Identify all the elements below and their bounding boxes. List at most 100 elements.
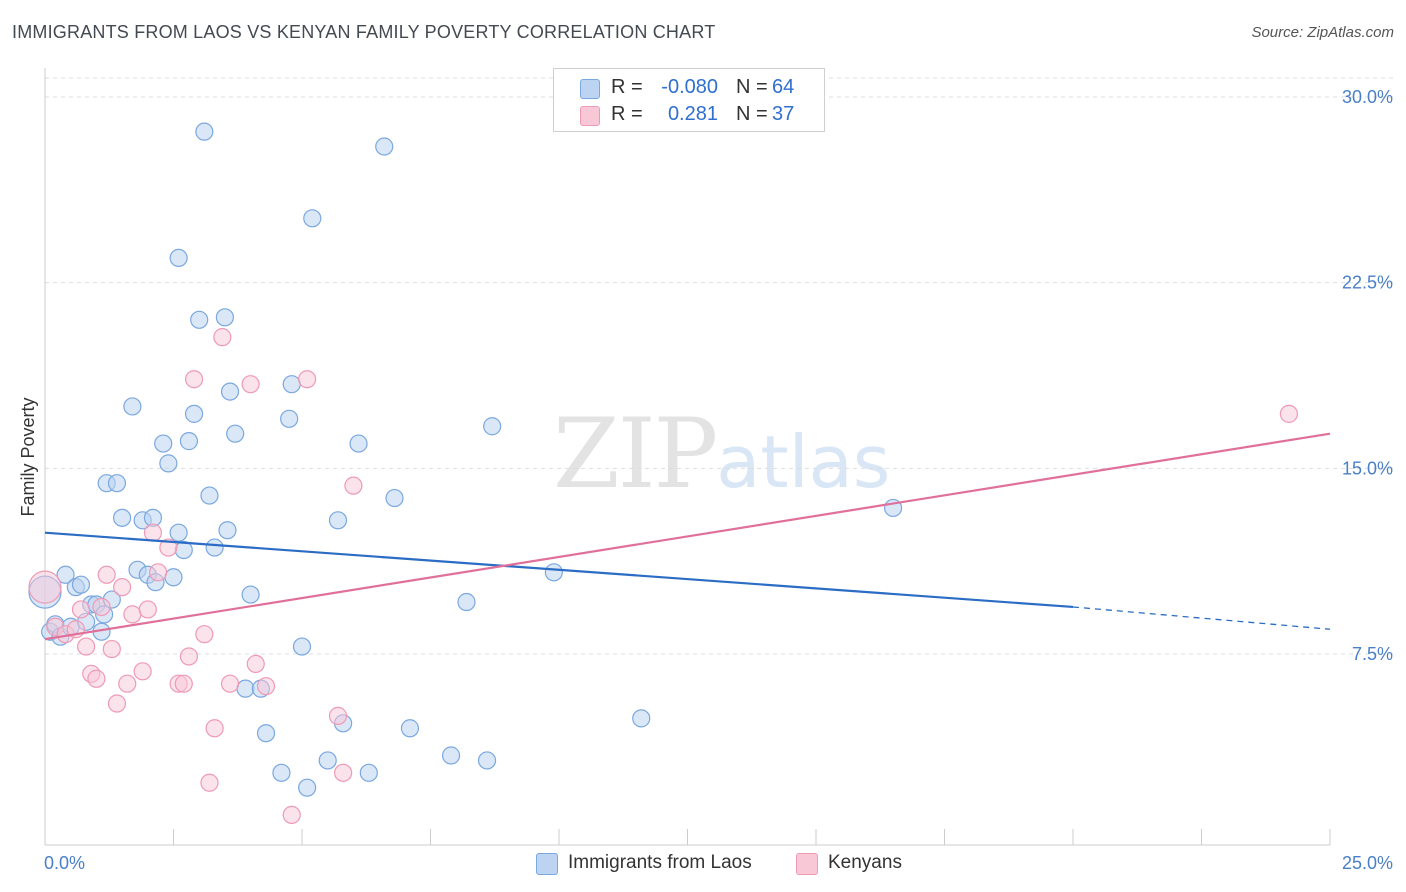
data-point-kenyans <box>143 523 163 542</box>
data-point-laos <box>112 508 132 527</box>
legend-n-label: N = <box>736 103 768 125</box>
data-point-laos <box>226 424 245 443</box>
data-point-kenyans <box>123 605 142 624</box>
data-point-kenyans <box>334 763 353 782</box>
legend-n-value: 64 <box>772 76 795 98</box>
data-point-kenyans <box>102 639 121 659</box>
data-point-kenyans <box>1279 404 1298 423</box>
series-immigrants-from-laos <box>28 122 903 797</box>
data-point-laos <box>483 417 502 436</box>
data-point-laos <box>272 763 291 782</box>
data-point-kenyans <box>344 476 363 495</box>
data-point-laos <box>154 434 173 453</box>
data-point-kenyans <box>71 600 91 619</box>
data-point-laos <box>349 434 368 453</box>
x-tick-label-max: 25.0% <box>1342 853 1393 873</box>
data-point-laos <box>218 521 237 540</box>
legend-swatch-pink <box>796 853 818 875</box>
data-point-kenyans <box>200 773 219 792</box>
legend-r-value: -0.080 <box>661 76 718 98</box>
data-point-laos <box>441 746 461 765</box>
data-point-kenyans <box>328 706 348 725</box>
data-point-laos <box>220 382 240 401</box>
data-point-laos <box>359 763 378 782</box>
data-point-kenyans <box>241 375 260 394</box>
data-point-laos <box>385 488 404 508</box>
trend-lines <box>44 432 1331 641</box>
data-point-kenyans <box>133 662 152 681</box>
data-point-laos <box>318 751 337 770</box>
data-point-kenyans <box>112 578 132 597</box>
data-point-laos <box>457 592 476 612</box>
y-tick-label: 22.5% <box>1342 273 1393 293</box>
axes <box>44 68 1331 846</box>
data-point-kenyans <box>148 563 168 582</box>
data-point-laos <box>159 454 178 473</box>
legend-swatch-blue <box>580 79 600 99</box>
data-point-laos <box>400 719 420 738</box>
data-point-laos <box>241 585 260 604</box>
data-point-laos <box>169 523 188 542</box>
legend-n-label: N = <box>736 76 768 98</box>
data-point-kenyans <box>298 370 317 389</box>
data-point-laos <box>328 511 348 530</box>
data-point-laos <box>71 575 91 594</box>
data-point-kenyans <box>92 597 111 617</box>
data-point-laos <box>544 563 563 582</box>
y-tick-label: 15.0% <box>1342 458 1393 478</box>
data-point-laos <box>200 486 219 505</box>
data-point-laos <box>292 637 312 656</box>
data-point-kenyans <box>256 677 276 696</box>
legend-item-label: Immigrants from Laos <box>568 852 752 873</box>
data-point-laos <box>280 409 299 428</box>
axis-labels: 7.5% 15.0% 22.5% 30.0% 0.0% 25.0% Family Pover… <box>18 87 1393 873</box>
data-point-kenyans <box>28 570 62 604</box>
grid-lines <box>45 77 1394 655</box>
y-tick-label: 7.5% <box>1352 644 1393 664</box>
data-point-laos <box>123 397 142 416</box>
legend-swatch-blue <box>536 853 558 875</box>
data-point-laos <box>256 724 276 743</box>
legend-row-kenyans: R = 0.281 N = 37 <box>554 102 824 128</box>
legend-item-label: Kenyans <box>828 852 902 873</box>
data-point-kenyans <box>184 370 204 389</box>
data-point-kenyans <box>138 600 157 619</box>
legend-swatch-pink <box>580 106 600 126</box>
data-point-kenyans <box>179 647 199 666</box>
data-point-kenyans <box>205 719 224 738</box>
data-point-laos <box>190 310 209 329</box>
data-point-laos <box>56 565 75 584</box>
data-point-kenyans <box>195 625 214 644</box>
trend-line-kenyans <box>44 432 1331 641</box>
source-credit: Source: ZipAtlas.com <box>1251 24 1394 41</box>
data-point-kenyans <box>118 674 137 693</box>
data-point-laos <box>298 778 317 797</box>
data-point-laos <box>107 474 127 493</box>
data-point-kenyans <box>107 694 127 713</box>
watermark-zip: ZIP <box>553 398 718 510</box>
legend-r-value: 0.281 <box>667 103 718 125</box>
trend-line-laos-extension <box>1072 606 1331 630</box>
data-point-kenyans <box>282 805 301 825</box>
data-point-laos <box>205 538 224 557</box>
data-point-kenyans <box>97 565 116 584</box>
data-point-kenyans <box>159 538 178 557</box>
series-legend: Immigrants from Laos Kenyans <box>0 851 1406 879</box>
legend-r-label: R = <box>611 76 643 98</box>
data-point-kenyans <box>246 654 265 674</box>
data-point-laos <box>184 404 204 423</box>
data-point-laos <box>236 679 255 698</box>
data-point-laos <box>282 375 301 394</box>
data-point-laos <box>169 248 188 268</box>
data-point-laos <box>632 709 651 728</box>
data-point-laos <box>303 209 322 228</box>
data-point-kenyans <box>87 669 106 688</box>
x-tick-label-min: 0.0% <box>44 853 85 873</box>
y-tick-label: 30.0% <box>1342 87 1393 107</box>
legend-r-label: R = <box>611 103 643 125</box>
data-point-laos <box>215 308 234 327</box>
data-point-laos <box>477 751 497 770</box>
watermark-atlas: atlas <box>716 420 891 504</box>
data-point-laos <box>375 137 394 156</box>
